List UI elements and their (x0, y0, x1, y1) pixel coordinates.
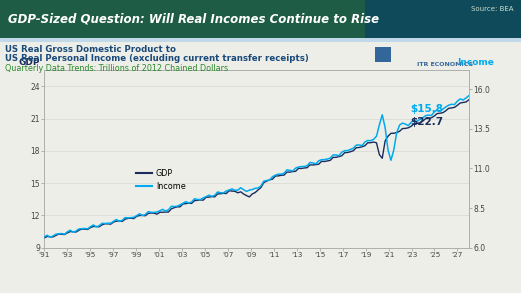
Bar (365, 0, 521, 39)
Bar (0, 0, 365, 39)
Text: ITR ECONOMICS: ITR ECONOMICS (417, 62, 474, 67)
Text: Quarterly Data Trends: Trillions of 2012 Chained Dollars: Quarterly Data Trends: Trillions of 2012… (5, 64, 228, 73)
Text: Source: BEA: Source: BEA (470, 6, 513, 11)
FancyArrow shape (374, 47, 391, 62)
Text: GDP-Sized Question: Will Real Incomes Continue to Rise: GDP-Sized Question: Will Real Incomes Co… (8, 13, 379, 26)
Text: US Real Gross Domestic Product to: US Real Gross Domestic Product to (5, 45, 176, 54)
Legend: GDP, Income: GDP, Income (132, 166, 189, 194)
Text: $22.7: $22.7 (411, 117, 444, 127)
Text: GDP: GDP (19, 58, 40, 67)
Text: Income: Income (457, 58, 494, 67)
Text: US Real Personal Income (excluding current transfer receipts): US Real Personal Income (excluding curre… (5, 54, 309, 63)
Text: $15.8: $15.8 (411, 104, 444, 114)
